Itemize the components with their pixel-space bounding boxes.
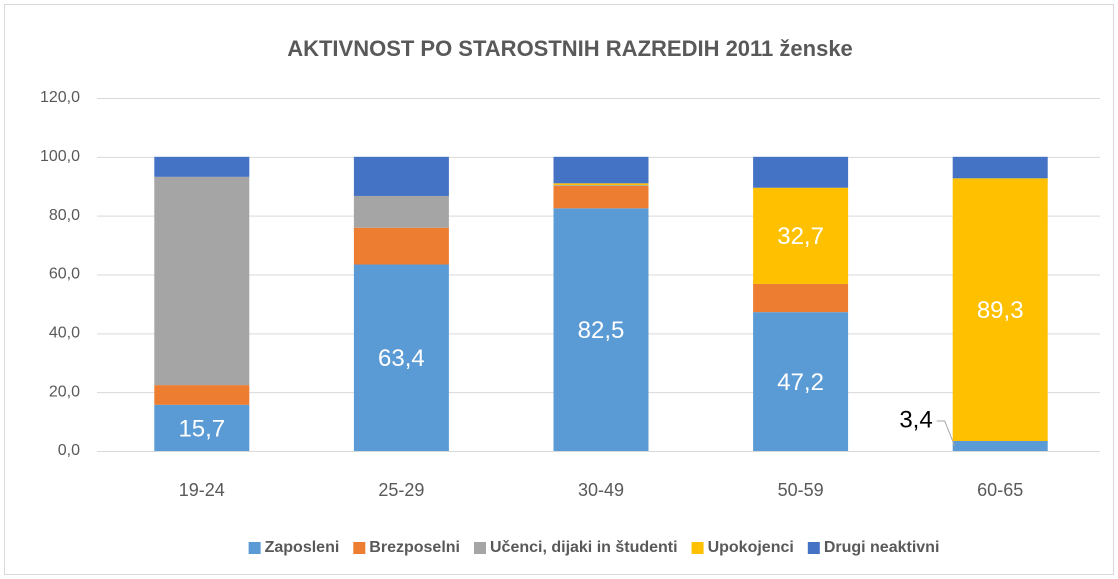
bar-segment [353, 227, 449, 265]
y-tick-label: 80,0 [49, 207, 80, 224]
y-tick-label: 60,0 [49, 266, 80, 283]
y-tick-label: 100,0 [40, 148, 80, 165]
data-label: 3,4 [899, 406, 932, 433]
data-label: 32,7 [777, 223, 824, 250]
bar-segment [952, 178, 1048, 441]
x-tick-label: 19-24 [179, 480, 225, 500]
bar-segment [952, 156, 1048, 179]
data-label: 82,5 [578, 317, 625, 344]
bar-segment [154, 385, 250, 405]
data-label: 89,3 [977, 297, 1024, 324]
bar-segment [154, 404, 250, 451]
legend-swatch [248, 542, 261, 554]
legend-label: Zaposleni [265, 539, 340, 556]
bar-segment [952, 440, 1048, 451]
legend-label: Učenci, dijaki in študenti [490, 539, 678, 556]
bar-segment [753, 312, 849, 451]
bar-segment [553, 208, 649, 451]
y-tick-label: 40,0 [49, 325, 80, 342]
bar-segment [154, 156, 250, 177]
y-tick-label: 120,0 [40, 89, 80, 106]
data-label: 47,2 [777, 369, 824, 396]
bar-segment [353, 195, 449, 228]
x-tick-label: 50-59 [778, 480, 824, 500]
y-tick-label: 20,0 [49, 383, 80, 400]
x-tick-label: 25-29 [378, 480, 424, 500]
bar-segment [753, 156, 849, 188]
bar-segment [553, 185, 649, 186]
y-tick-label: 0,0 [58, 442, 80, 459]
data-label: 63,4 [378, 345, 425, 372]
x-tick-label: 30-49 [578, 480, 624, 500]
legend-swatch [353, 542, 366, 554]
bar-segment [553, 183, 649, 186]
legend-swatch [473, 542, 486, 554]
bar-segment [753, 283, 849, 313]
legend-label: Drugi neaktivni [824, 539, 940, 556]
legend-label: Upokojenci [708, 539, 794, 556]
leader-line [936, 420, 956, 447]
bar-segment [553, 156, 649, 184]
bar-segment [154, 176, 250, 386]
bar-segment [553, 185, 649, 209]
bar-segment [753, 187, 849, 284]
legend-swatch [691, 542, 704, 554]
data-label: 15,7 [178, 415, 225, 442]
x-tick-label: 60-65 [977, 480, 1023, 500]
legend-label: Brezposelni [369, 539, 460, 556]
bar-segment [353, 264, 449, 451]
legend-swatch [807, 542, 820, 554]
bar-segment [353, 156, 449, 196]
chart-title: AKTIVNOST PO STAROSTNIH RAZREDIH 2011 že… [287, 36, 853, 61]
